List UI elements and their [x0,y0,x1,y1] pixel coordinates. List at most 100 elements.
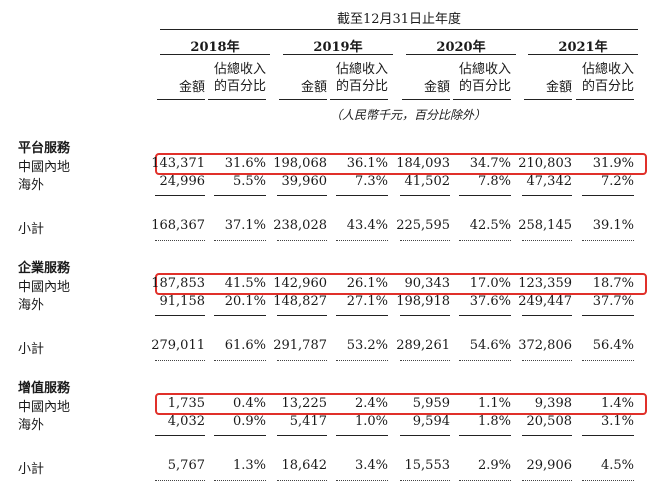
percent-cell: 37.6% [469,294,511,309]
subtotal-dotted-rule [277,240,327,241]
year-2020: 2020年 [436,40,486,55]
row-label: 中國內地 [18,400,71,415]
amount-header-rule [279,99,327,100]
percent-cell: 39.1% [592,218,634,233]
pct-header-2021: 佔總收入 的百分比 [574,61,634,95]
percent-cell: 7.8% [477,174,511,189]
percent-cell: 4.5% [600,458,634,473]
subtotal-dotted-rule [459,240,511,241]
highlight-box-platform-mainland [155,153,647,175]
column-rule [522,195,572,196]
percent-cell: 31.9% [592,156,634,171]
subtotal-dotted-rule [155,360,205,361]
subtotal-label: 小計 [18,342,45,357]
pct-header-line2: 的百分比 [581,79,634,94]
percent-cell: 1.4% [600,396,634,411]
row-label: 海外 [18,418,45,433]
column-rule [336,435,388,436]
subtotal-dotted-rule [277,360,327,361]
column-rule [155,435,205,436]
percent-cell: 0.9% [232,414,266,429]
amount-cell: 1,735 [167,396,205,411]
unit-note: （人民幣千元，百分比除外） [330,108,487,122]
subtotal-dotted-rule [522,360,572,361]
amount-header-rule [524,99,572,100]
percent-cell: 7.3% [354,174,388,189]
column-rule [277,315,327,316]
percent-cell: 56.4% [592,338,634,353]
percent-cell: 27.1% [346,294,388,309]
amount-cell: 24,996 [159,174,206,189]
column-rule [277,435,327,436]
percent-cell: 3.1% [600,414,634,429]
year-rule-2019 [283,54,393,55]
column-rule [277,195,327,196]
percent-cell: 2.4% [354,396,388,411]
year-rule-2018 [160,54,270,55]
amount-cell: 15,553 [404,458,451,473]
subtotal-dotted-rule [214,240,266,241]
subtotal-label: 小計 [18,222,45,237]
percent-cell: 2.9% [477,458,511,473]
amount-cell: 198,068 [273,156,327,171]
column-rule [522,435,572,436]
percent-cell: 1.1% [477,396,511,411]
column-rule [214,195,266,196]
pct-header-line1: 佔總收入 [335,62,388,77]
row-label: 海外 [18,178,45,193]
year-rule-2020 [406,54,516,55]
subtotal-dotted-rule [336,240,388,241]
amount-header-2021: 金額 [545,80,572,95]
year-2021: 2021年 [558,40,608,55]
percent-cell: 54.6% [469,338,511,353]
percent-cell: 43.4% [346,218,388,233]
column-rule [400,195,450,196]
amount-header-2020: 金額 [423,80,450,95]
amount-header-2019: 金額 [300,80,327,95]
amount-cell: 210,803 [518,156,572,171]
subtotal-dotted-rule [214,360,266,361]
percent-cell: 37.1% [224,218,266,233]
pct-header-rule [330,99,388,100]
amount-cell: 148,827 [273,294,327,309]
amount-cell: 5,959 [412,396,450,411]
percent-cell: 3.4% [354,458,388,473]
pct-header-line2: 的百分比 [213,79,266,94]
column-rule [336,195,388,196]
column-rule [522,315,572,316]
amount-cell: 225,595 [396,218,450,233]
pct-header-line1: 佔總收入 [581,62,634,77]
year-2018: 2018年 [190,40,240,55]
row-label: 海外 [18,298,45,313]
amount-cell: 5,417 [289,414,327,429]
column-rule [582,315,634,316]
pct-header-rule [576,99,634,100]
percent-cell: 34.7% [469,156,511,171]
amount-cell: 289,261 [396,338,450,353]
subtotal-dotted-rule [582,240,634,241]
section-title: 增值服務 [18,381,71,396]
amount-cell: 198,918 [396,294,450,309]
column-rule [459,195,511,196]
highlight-box-enterprise-mainland [155,273,647,295]
percent-cell: 31.6% [224,156,266,171]
header-rule [160,29,638,30]
highlight-box-vas-mainland [155,393,647,415]
amount-cell: 9,398 [534,396,572,411]
subtotal-dotted-rule [155,240,205,241]
percent-cell: 41.5% [224,276,266,291]
amount-cell: 291,787 [273,338,327,353]
row-label: 中國內地 [18,280,71,295]
column-rule [214,435,266,436]
amount-cell: 143,371 [151,156,205,171]
period-header: 截至12月31日止年度 [336,12,462,27]
amount-cell: 29,906 [526,458,573,473]
amount-cell: 39,960 [281,174,328,189]
amount-cell: 142,960 [273,276,327,291]
percent-cell: 42.5% [469,218,511,233]
percent-cell: 17.0% [469,276,511,291]
amount-cell: 279,011 [151,338,205,353]
percent-cell: 1.3% [232,458,266,473]
percent-cell: 53.2% [346,338,388,353]
amount-cell: 18,642 [281,458,328,473]
